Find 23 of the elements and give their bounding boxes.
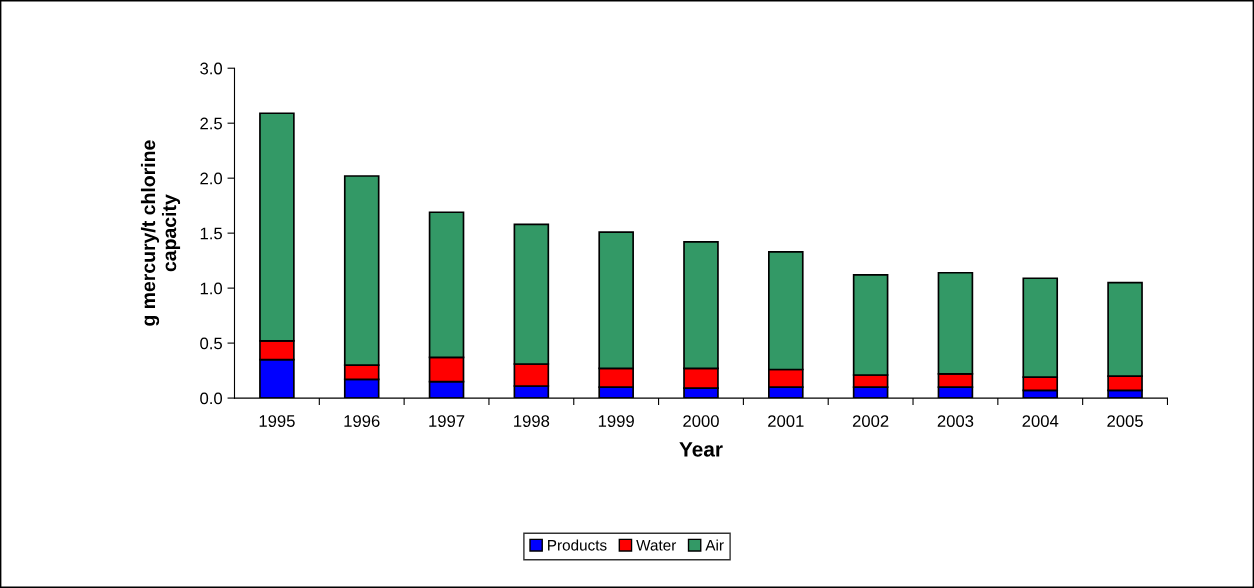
x-axis-title: Year: [679, 442, 723, 457]
y-tick-label: 2.0: [200, 172, 223, 185]
legend-label: Products: [548, 539, 607, 551]
y-tick-label: 1.5: [200, 227, 222, 240]
x-tick-label: 2005: [1107, 415, 1143, 427]
y-tick-label: 0.5: [200, 337, 222, 350]
x-tick-label: 2002: [852, 415, 889, 427]
y-axis-title: g mercury/t chlorine capacity: [140, 140, 181, 326]
y-tick-label: 1.0: [200, 282, 223, 295]
x-tick-label: 1996: [344, 415, 380, 427]
y-tick-label: 3.0: [200, 62, 223, 75]
x-tick-label: 2003: [937, 415, 974, 427]
x-tick-label: 1995: [259, 415, 295, 427]
x-tick-label: 2000: [683, 415, 719, 427]
x-tick-label: 1998: [514, 415, 550, 427]
y-tick-label: 0.0: [200, 392, 223, 405]
legend-label: Air: [705, 539, 724, 551]
x-tick-label: 2004: [1022, 415, 1059, 427]
y-tick-label: 2.5: [200, 117, 222, 130]
legend-label: Water: [636, 539, 677, 551]
x-tick-label: 1997: [429, 415, 465, 427]
x-tick-label: 2001: [768, 415, 804, 427]
x-tick-label: 1999: [598, 415, 634, 427]
